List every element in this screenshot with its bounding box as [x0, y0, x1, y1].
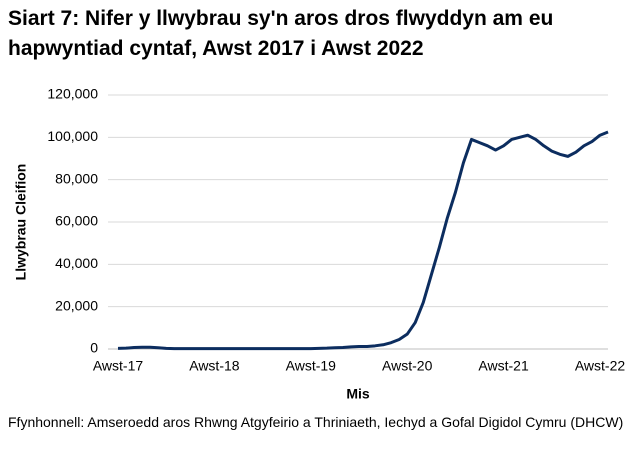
x-tick-label: Awst-22 [575, 358, 626, 374]
x-tick-label: Awst-19 [286, 358, 337, 374]
chart-title: Siart 7: Nifer y llwybrau sy'n aros dros… [8, 7, 554, 60]
x-axis-label: Mis [346, 386, 370, 402]
y-tick-label: 80,000 [55, 170, 98, 186]
y-tick-label: 60,000 [55, 213, 98, 229]
y-tick-label: 40,000 [55, 255, 98, 271]
y-tick-label: 120,000 [47, 86, 98, 102]
y-tick-label: 100,000 [47, 128, 98, 144]
chart: Llwybrau Cleifion Mis 0 20,000 40,000 60,00… [13, 86, 626, 402]
source-note: Ffynhonnell: Amseroedd aros Rhwng Atgyfe… [8, 414, 624, 430]
x-tick-label: Awst-20 [382, 358, 433, 374]
y-tick-label: 20,000 [55, 297, 98, 313]
y-axis-label: Llwybrau Cleifion [13, 164, 29, 281]
y-tick-label: 0 [90, 340, 98, 356]
x-tick-label: Awst-18 [189, 358, 240, 374]
x-tick-label: Awst-21 [478, 358, 529, 374]
x-tick-label: Awst-17 [93, 358, 144, 374]
data-line [117, 130, 609, 351]
